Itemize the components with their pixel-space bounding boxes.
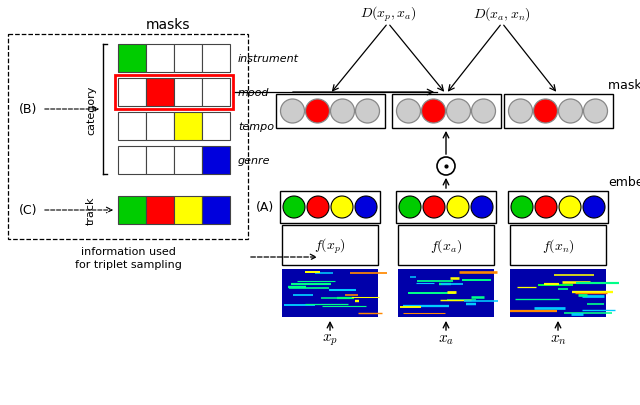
Circle shape: [583, 196, 605, 218]
Circle shape: [305, 100, 330, 124]
Bar: [508, 192, 608, 224]
Circle shape: [330, 100, 355, 124]
Text: track: track: [86, 196, 96, 225]
Bar: [202, 147, 230, 175]
Bar: [510, 226, 606, 265]
Bar: [174, 147, 202, 175]
Bar: [510, 269, 606, 317]
Text: $D(x_p, x_a)$: $D(x_p, x_a)$: [360, 4, 417, 23]
Text: $f(x_n)$: $f(x_n)$: [541, 237, 575, 254]
Text: tempo: tempo: [238, 122, 274, 132]
Bar: [174, 45, 202, 73]
Bar: [174, 113, 202, 141]
Circle shape: [437, 158, 455, 175]
Bar: [146, 79, 174, 107]
Text: information used: information used: [81, 246, 175, 256]
Circle shape: [331, 196, 353, 218]
Bar: [398, 269, 494, 317]
Bar: [174, 196, 202, 224]
Circle shape: [447, 100, 470, 124]
Bar: [202, 196, 230, 224]
Text: $D(x_a, x_n)$: $D(x_a, x_n)$: [473, 5, 531, 23]
Bar: [118, 196, 146, 224]
Text: instrument: instrument: [238, 54, 299, 64]
Circle shape: [472, 100, 495, 124]
Text: $f(x_a)$: $f(x_a)$: [430, 237, 462, 254]
Bar: [202, 113, 230, 141]
Bar: [118, 147, 146, 175]
Circle shape: [283, 196, 305, 218]
Circle shape: [471, 196, 493, 218]
Circle shape: [280, 100, 305, 124]
Circle shape: [307, 196, 329, 218]
Bar: [396, 192, 496, 224]
Text: (C): (C): [19, 204, 37, 217]
Circle shape: [559, 196, 581, 218]
Circle shape: [447, 196, 469, 218]
Bar: [202, 45, 230, 73]
Bar: [118, 113, 146, 141]
Bar: [118, 79, 146, 107]
Bar: [146, 147, 174, 175]
Text: masked features: masked features: [608, 79, 640, 92]
Text: (A): (A): [256, 201, 274, 214]
Circle shape: [511, 196, 533, 218]
Circle shape: [355, 100, 380, 124]
Text: $x_a$: $x_a$: [438, 332, 454, 347]
Bar: [282, 226, 378, 265]
Bar: [504, 95, 614, 129]
Bar: [276, 95, 385, 129]
Bar: [146, 113, 174, 141]
Text: $x_n$: $x_n$: [550, 332, 566, 347]
Bar: [146, 196, 174, 224]
Bar: [115, 76, 233, 110]
Circle shape: [422, 100, 445, 124]
Bar: [202, 79, 230, 107]
Circle shape: [584, 100, 607, 124]
Bar: [8, 35, 248, 239]
Circle shape: [559, 100, 582, 124]
Bar: [280, 192, 380, 224]
Bar: [392, 95, 502, 129]
Bar: [118, 45, 146, 73]
Circle shape: [535, 196, 557, 218]
Circle shape: [509, 100, 532, 124]
Text: $f(x_p)$: $f(x_p)$: [314, 236, 346, 255]
Text: mood: mood: [238, 88, 269, 98]
Bar: [146, 45, 174, 73]
Circle shape: [355, 196, 377, 218]
Circle shape: [534, 100, 557, 124]
Text: masks: masks: [146, 18, 190, 32]
Circle shape: [397, 100, 420, 124]
Text: category: category: [86, 85, 96, 134]
Bar: [282, 269, 378, 317]
Text: $x_p$: $x_p$: [322, 331, 338, 347]
Text: for triplet sampling: for triplet sampling: [75, 259, 181, 269]
Circle shape: [423, 196, 445, 218]
Text: genre: genre: [238, 156, 271, 166]
Text: (B): (B): [19, 103, 37, 116]
Bar: [174, 79, 202, 107]
Bar: [398, 226, 494, 265]
Text: embedding: embedding: [608, 175, 640, 189]
Circle shape: [399, 196, 421, 218]
